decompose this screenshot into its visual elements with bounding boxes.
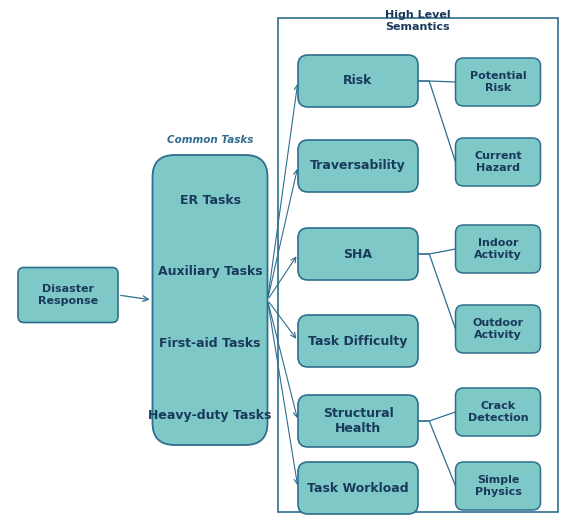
Text: SHA: SHA <box>344 248 372 260</box>
FancyBboxPatch shape <box>456 462 541 510</box>
Text: ER Tasks: ER Tasks <box>179 194 241 207</box>
Text: Task Difficulty: Task Difficulty <box>308 335 408 348</box>
Text: Traversability: Traversability <box>310 159 406 173</box>
FancyBboxPatch shape <box>298 462 418 514</box>
Text: Simple
Physics: Simple Physics <box>474 475 521 497</box>
FancyBboxPatch shape <box>456 305 541 353</box>
FancyBboxPatch shape <box>298 55 418 107</box>
FancyBboxPatch shape <box>298 228 418 280</box>
FancyBboxPatch shape <box>152 155 268 445</box>
Text: Task Workload: Task Workload <box>307 481 409 494</box>
FancyBboxPatch shape <box>278 18 558 512</box>
Text: High Level
Semantics: High Level Semantics <box>385 10 451 32</box>
Text: Risk: Risk <box>344 75 372 87</box>
FancyBboxPatch shape <box>298 140 418 192</box>
FancyBboxPatch shape <box>456 138 541 186</box>
FancyBboxPatch shape <box>18 268 118 322</box>
Text: Outdoor
Activity: Outdoor Activity <box>473 318 524 340</box>
Text: First-aid Tasks: First-aid Tasks <box>159 337 261 350</box>
Text: Potential
Risk: Potential Risk <box>470 71 526 93</box>
FancyBboxPatch shape <box>456 225 541 273</box>
Text: Structural
Health: Structural Health <box>323 407 393 435</box>
Text: Current
Hazard: Current Hazard <box>474 151 522 173</box>
Text: Heavy-duty Tasks: Heavy-duty Tasks <box>148 409 272 421</box>
Text: Indoor
Activity: Indoor Activity <box>474 238 522 260</box>
FancyBboxPatch shape <box>298 395 418 447</box>
Text: Crack
Detection: Crack Detection <box>468 401 528 423</box>
Text: Common Tasks: Common Tasks <box>167 135 253 145</box>
Text: Disaster
Response: Disaster Response <box>38 284 98 306</box>
FancyBboxPatch shape <box>456 58 541 106</box>
FancyBboxPatch shape <box>456 388 541 436</box>
FancyBboxPatch shape <box>298 315 418 367</box>
Text: Auxiliary Tasks: Auxiliary Tasks <box>158 265 262 278</box>
